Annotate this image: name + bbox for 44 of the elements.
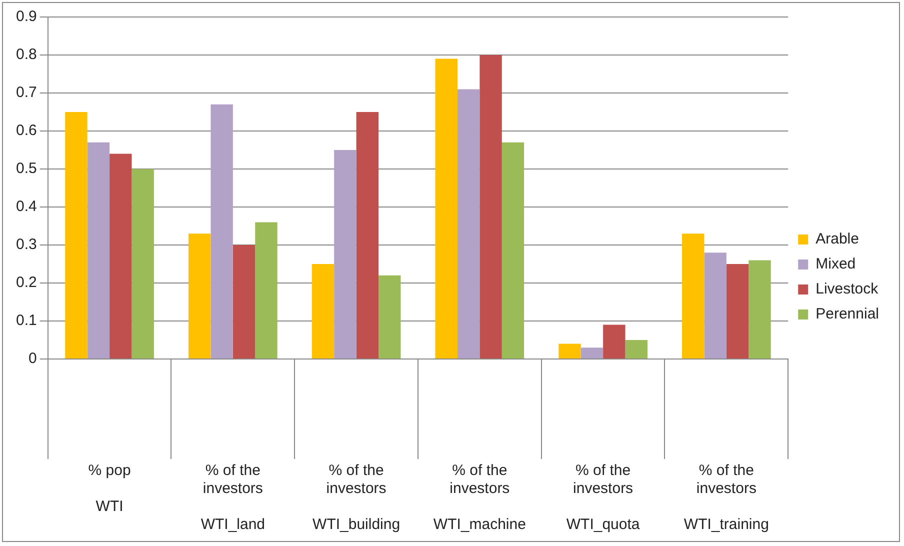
bar xyxy=(480,55,502,358)
y-tick-label: 0.7 xyxy=(16,84,37,102)
category-label: % of the investors WTI_quota xyxy=(566,462,640,534)
category-label: % of the investors WTI_building xyxy=(312,462,400,534)
bar xyxy=(255,222,278,358)
category-label: % of the investors WTI_training xyxy=(684,462,769,534)
y-tick-label: 0.8 xyxy=(16,46,37,64)
bar xyxy=(312,264,334,358)
legend-label: Arable xyxy=(816,230,859,248)
y-tick-label: 0.1 xyxy=(16,312,37,330)
bar xyxy=(625,340,648,358)
y-tick-label: 0 xyxy=(28,350,37,368)
y-tick-label: 0.2 xyxy=(16,274,37,292)
legend-label: Livestock xyxy=(816,280,879,298)
bar xyxy=(188,234,211,358)
bar xyxy=(726,264,749,358)
bar xyxy=(558,344,581,358)
bar xyxy=(502,142,524,358)
bar xyxy=(132,169,154,358)
bar xyxy=(378,275,401,358)
y-tick-label: 0.4 xyxy=(16,198,37,216)
y-tick-label: 0.3 xyxy=(16,236,37,254)
legend-label: Mixed xyxy=(816,256,856,273)
legend-label: Perennial xyxy=(816,306,880,323)
y-tick-label: 0.6 xyxy=(16,122,37,140)
category-label: % pop WTI xyxy=(88,462,131,516)
bar xyxy=(210,104,233,358)
bar xyxy=(110,154,132,358)
bar xyxy=(232,245,256,358)
bar xyxy=(334,150,356,358)
category-label: % of the investors WTI_land xyxy=(200,462,266,534)
bar xyxy=(435,58,458,358)
bar xyxy=(65,112,88,358)
bar xyxy=(603,324,626,358)
bar xyxy=(748,260,771,358)
bar xyxy=(457,89,480,358)
category-label: % of the investors WTI_machine xyxy=(433,462,526,534)
bar xyxy=(580,348,604,358)
y-tick-label: 0.5 xyxy=(16,160,37,178)
bar xyxy=(682,234,704,358)
bar xyxy=(704,252,726,358)
bar xyxy=(356,112,379,358)
y-tick-label: 0.9 xyxy=(16,8,37,26)
bar xyxy=(87,142,110,358)
